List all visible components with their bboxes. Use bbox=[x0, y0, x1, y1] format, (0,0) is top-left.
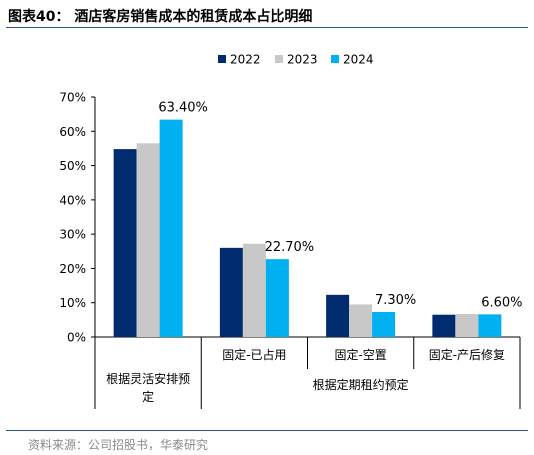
x-group-label: 根据灵活安排预 bbox=[106, 371, 190, 386]
bar-chart: 2022 2023 2024 0% 10% 20% 30% 40% 50% 60% 70% 63.40… bbox=[59, 53, 523, 409]
legend-label-2023: 2023 bbox=[287, 53, 318, 67]
bar-2023-1 bbox=[242, 243, 266, 337]
data-label: 7.30% bbox=[375, 293, 416, 308]
bar-2022-1 bbox=[219, 247, 243, 337]
data-label: 63.40% bbox=[158, 101, 208, 116]
bar-2022-0 bbox=[113, 149, 137, 337]
bar-2024-1 bbox=[265, 259, 289, 337]
y-tick-label: 30% bbox=[59, 228, 86, 242]
bar-2023-2 bbox=[349, 304, 373, 337]
x-category-label: 固定-空置 bbox=[334, 347, 386, 362]
legend-label-2022: 2022 bbox=[230, 53, 261, 67]
y-tick-label: 0% bbox=[67, 331, 86, 345]
source-note: 资料来源：公司招股书，华泰研究 bbox=[28, 438, 209, 452]
y-tick-label: 40% bbox=[59, 193, 86, 207]
legend-swatch-2024 bbox=[331, 55, 339, 63]
bar-2024-2 bbox=[372, 311, 396, 337]
y-tick-label: 60% bbox=[59, 125, 86, 139]
bar-2022-3 bbox=[432, 314, 456, 337]
data-label: 22.70% bbox=[265, 240, 315, 255]
legend-swatch-2023 bbox=[275, 55, 283, 63]
bottom-rule bbox=[6, 430, 528, 431]
legend-swatch-2022 bbox=[218, 55, 226, 63]
x-group-label: 根据定期租约预定 bbox=[313, 377, 409, 392]
bar-2022-2 bbox=[326, 294, 350, 337]
x-category-label: 固定-产后修复 bbox=[429, 347, 505, 362]
title-rule bbox=[6, 27, 528, 28]
bar-2023-3 bbox=[455, 314, 479, 337]
bar-2024-0 bbox=[159, 119, 183, 337]
data-label: 6.60% bbox=[481, 295, 522, 310]
chart-title: 图表40： 酒店客房销售成本的租赁成本占比明细 bbox=[8, 9, 313, 25]
x-group-label-cont: 定 bbox=[142, 389, 154, 404]
bar-2024-3 bbox=[478, 314, 502, 337]
legend-label-2024: 2024 bbox=[343, 53, 374, 67]
bar-2023-0 bbox=[136, 143, 160, 337]
y-tick-label: 10% bbox=[59, 296, 86, 310]
y-tick-label: 50% bbox=[59, 159, 86, 173]
y-tick-label: 70% bbox=[59, 91, 86, 105]
y-tick-label: 20% bbox=[59, 262, 86, 276]
x-category-label: 固定-已占用 bbox=[222, 347, 286, 362]
